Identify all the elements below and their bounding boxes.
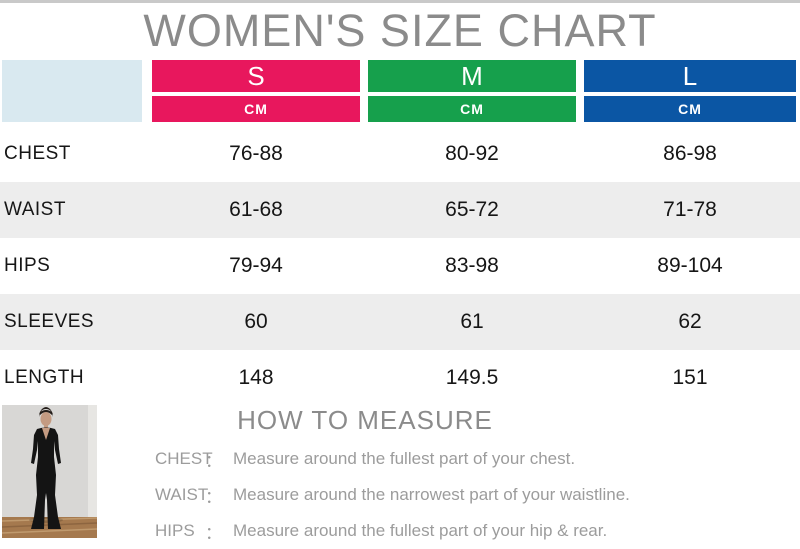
measure-label: HIPS	[155, 521, 195, 540]
measure-line-hips: HIPS ： Measure around the fullest part of …	[155, 513, 630, 549]
how-to-measure-heading: HOW TO MEASURE	[237, 405, 493, 435]
how-to-measure-section: HOW TO MEASURE CHEST： Measure around the …	[0, 405, 800, 543]
measure-line-chest: CHEST： Measure around the fullest part of…	[155, 441, 630, 477]
unit-cell-m: CM	[368, 96, 576, 122]
measure-line-waist: WAIST： Measure around the narrowest part …	[155, 477, 630, 513]
cell-value: 61	[460, 310, 484, 333]
cell-value: 76-88	[229, 142, 283, 165]
measure-text: Measure around the fullest part of your …	[233, 521, 608, 540]
model-photo-illustration	[2, 405, 97, 538]
measure-label: CHEST	[155, 449, 213, 468]
measure-colon: ：	[205, 523, 222, 543]
cell-value: 151	[672, 366, 708, 389]
table-row-sleeves: SLEEVES 60 61 62	[0, 294, 800, 350]
size-header-l: L	[584, 60, 796, 92]
table-body: CHEST 76-88 80-92 86-98 WAIST 61-68 65-7…	[0, 126, 800, 406]
cell-value: 148	[238, 366, 274, 389]
table-row-hips: HIPS 79-94 83-98 89-104	[0, 238, 800, 294]
unit-cell-s: CM	[152, 96, 360, 122]
size-header-m: M	[368, 60, 576, 92]
row-label: HIPS	[4, 255, 51, 276]
cell-value: 149.5	[445, 366, 499, 389]
measure-colon: ：	[205, 451, 222, 471]
size-header-s: S	[152, 60, 360, 92]
cell-value: 60	[244, 310, 268, 333]
row-label: WAIST	[4, 199, 66, 220]
cell-value: 79-94	[229, 254, 283, 277]
woman-silhouette	[31, 407, 61, 529]
measure-text: Measure around the narrowest part of you…	[233, 485, 630, 504]
cell-value: 86-98	[663, 142, 717, 165]
row-label: CHEST	[4, 143, 71, 164]
measure-text: Measure around the fullest part of your …	[233, 449, 576, 468]
row-label: LENGTH	[4, 367, 85, 388]
cell-value: 80-92	[445, 142, 499, 165]
table-row-chest: CHEST 76-88 80-92 86-98	[0, 126, 800, 182]
table-row-length: LENGTH 148 149.5 151	[0, 350, 800, 406]
measure-label: WAIST	[155, 485, 209, 504]
cell-value: 65-72	[445, 198, 499, 221]
cell-value: 62	[678, 310, 702, 333]
unit-cell-l: CM	[584, 96, 796, 122]
row-label: SLEEVES	[4, 311, 95, 332]
model-photo	[2, 405, 97, 538]
measure-instructions: CHEST： Measure around the fullest part of…	[155, 441, 630, 549]
size-table: S M L CM CM CM CHEST 76-88 80-92 86-98 W…	[0, 60, 800, 406]
cell-value: 89-104	[657, 254, 723, 277]
measure-colon: ：	[205, 487, 222, 507]
cell-value: 61-68	[229, 198, 283, 221]
cell-value: 83-98	[445, 254, 499, 277]
cell-value: 71-78	[663, 198, 717, 221]
table-header: S M L CM CM CM	[0, 60, 800, 122]
table-row-waist: WAIST 61-68 65-72 71-78	[0, 182, 800, 238]
corner-cell	[2, 60, 142, 122]
top-border-line	[0, 0, 800, 3]
page-title: WOMEN'S SIZE CHART	[143, 4, 657, 56]
